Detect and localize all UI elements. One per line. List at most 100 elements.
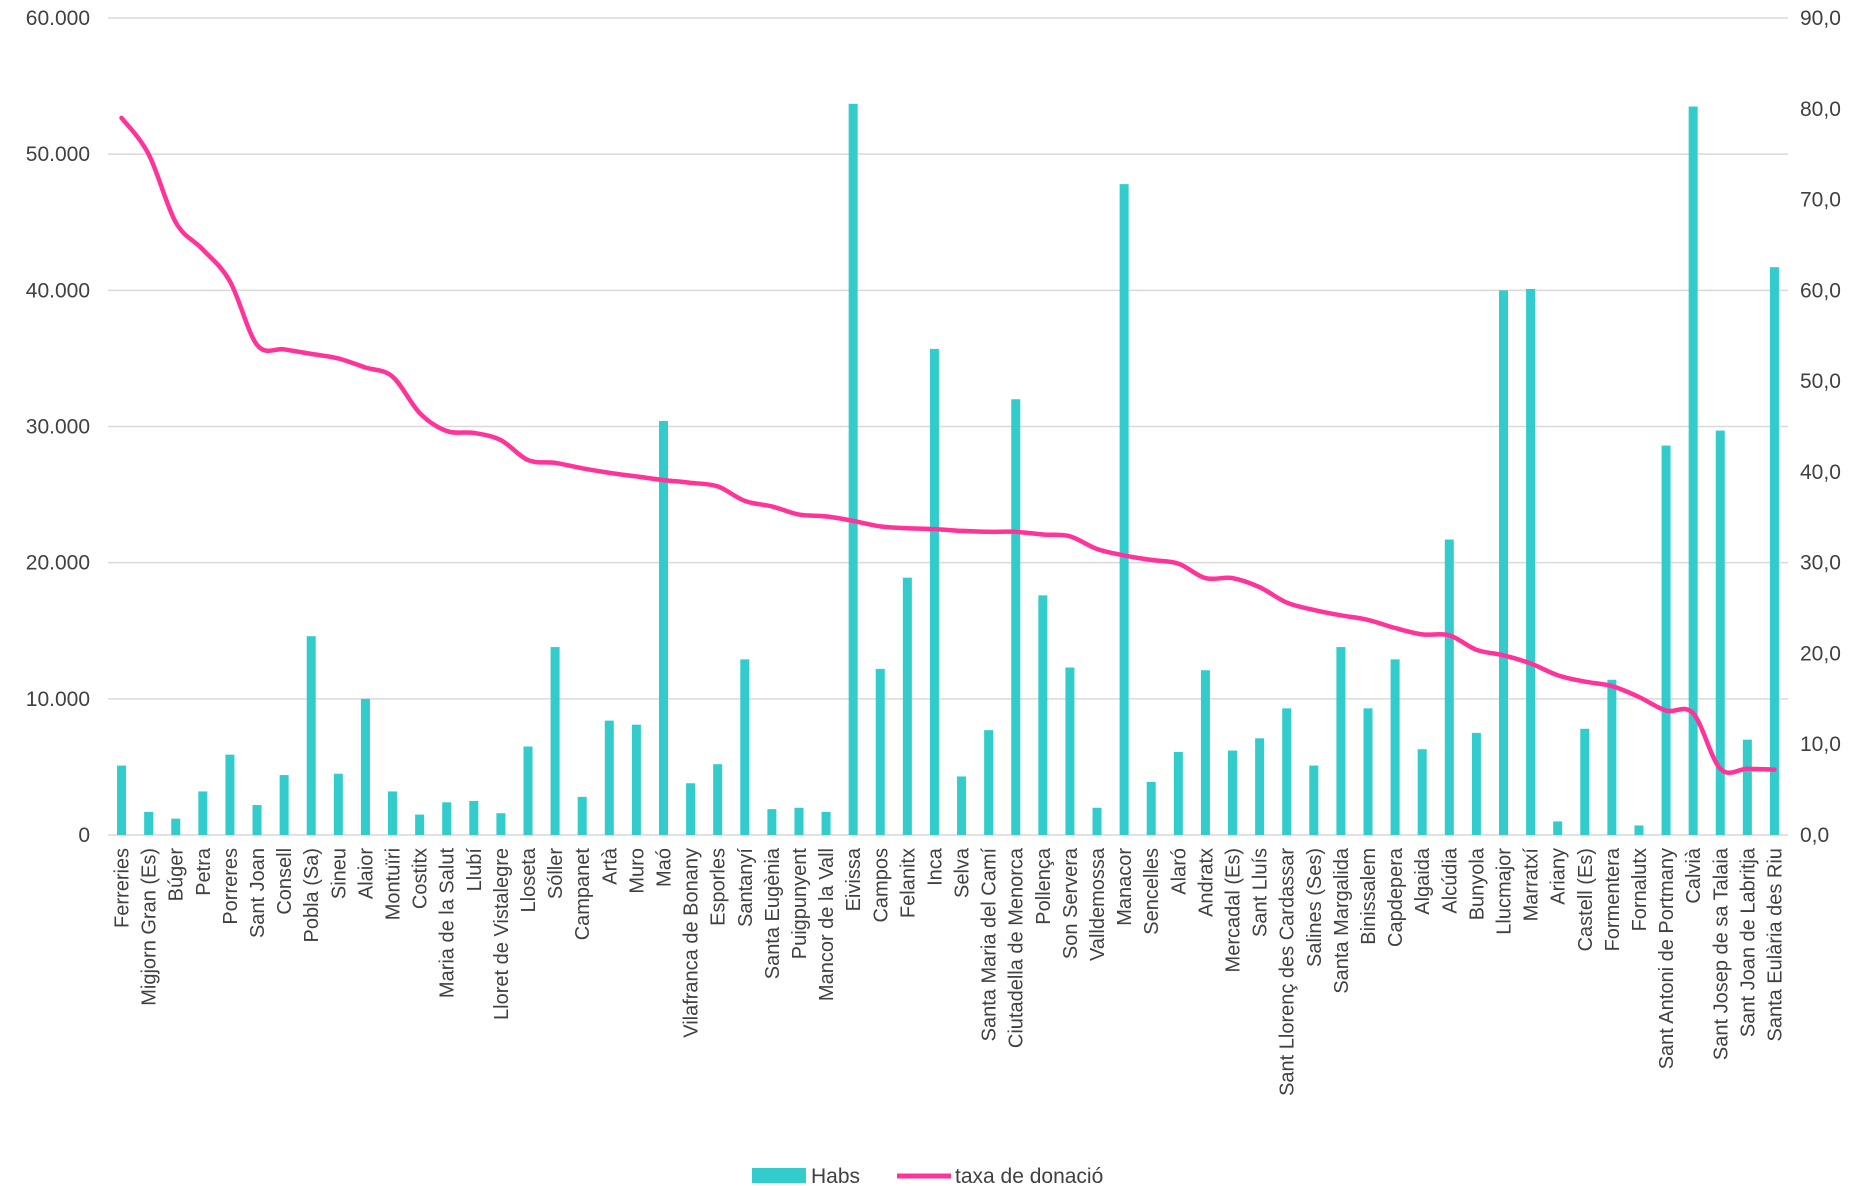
category-label: Sant Lluís	[1250, 848, 1272, 937]
y2-tick-label: 40,0	[1800, 461, 1841, 484]
bar	[1228, 750, 1238, 835]
category-label: Eivissa	[843, 847, 865, 911]
bar	[1580, 728, 1590, 835]
bar	[902, 577, 912, 835]
bar	[1282, 708, 1292, 835]
bar	[740, 659, 750, 835]
bar	[848, 103, 858, 835]
category-label: Calvià	[1683, 847, 1705, 903]
bar	[117, 765, 127, 835]
category-label: Formentera	[1602, 847, 1624, 951]
bar	[929, 348, 939, 835]
category-label: Alaior	[355, 848, 377, 899]
category-label: Mancor de la Vall	[816, 848, 838, 1001]
bar	[1038, 595, 1048, 835]
category-label: Salines (Ses)	[1304, 848, 1326, 967]
bar	[1498, 290, 1508, 835]
y2-tick-label: 80,0	[1800, 98, 1841, 121]
category-label: Pobla (Sa)	[301, 848, 323, 943]
bar	[225, 754, 235, 835]
bar	[1607, 679, 1617, 835]
y-tick-label: 0	[78, 824, 90, 847]
category-label: Binissalem	[1358, 848, 1380, 945]
category-label: Alcúdia	[1439, 847, 1461, 913]
bar	[442, 802, 452, 835]
category-label: Santa Maria del Camí	[979, 848, 1001, 1042]
bar	[1715, 430, 1725, 835]
bar	[1146, 781, 1156, 835]
category-label: Felanitx	[897, 848, 919, 918]
category-label: Alaró	[1168, 848, 1190, 895]
y2-tick-label: 50,0	[1800, 370, 1841, 393]
category-label: Campos	[870, 848, 892, 922]
category-label: Llucmajor	[1494, 848, 1516, 935]
legend-label-bars: Habs	[811, 1165, 860, 1186]
legend-label-line: taxa de donació	[955, 1165, 1103, 1186]
bar	[1011, 399, 1021, 835]
category-label: Sant Joan de Labritja	[1737, 847, 1759, 1037]
bar	[1661, 445, 1671, 835]
category-label: Porreres	[220, 848, 242, 925]
y2-tick-label: 20,0	[1800, 642, 1841, 665]
category-label: Inca	[925, 847, 947, 886]
bar	[767, 809, 777, 835]
category-label: Manacor	[1114, 848, 1136, 926]
category-label: Lloret de Vistalegre	[491, 848, 513, 1020]
category-label: Ciutadella de Menorca	[1006, 847, 1028, 1048]
y-tick-label: 30.000	[26, 416, 90, 439]
bar	[550, 647, 560, 835]
bar	[1309, 765, 1319, 835]
bar	[1255, 738, 1265, 835]
bar	[875, 668, 885, 835]
category-label: Valldemossa	[1087, 847, 1109, 961]
y2-tick-label: 70,0	[1800, 189, 1841, 212]
category-label: Puigpunyent	[789, 848, 811, 960]
gridlines	[108, 17, 1788, 836]
category-label: Andratx	[1195, 848, 1217, 917]
bar	[1363, 708, 1373, 835]
category-label: Vilafranca de Bonany	[681, 848, 703, 1038]
category-label: Sencelles	[1141, 848, 1163, 935]
bar	[1173, 751, 1183, 835]
category-label: Fornalutx	[1629, 848, 1651, 931]
bar	[306, 636, 316, 835]
bar	[1336, 647, 1346, 835]
y2-tick-label: 0,0	[1800, 824, 1829, 847]
bar	[631, 724, 641, 835]
bar	[957, 776, 967, 835]
legend: Habs taxa de donació	[752, 1165, 1103, 1186]
bar	[1634, 825, 1644, 835]
bar	[658, 421, 668, 835]
category-label: Artà	[599, 847, 621, 885]
category-label: Muro	[626, 848, 648, 894]
category-label: Llubí	[464, 848, 486, 892]
series-line	[119, 115, 1777, 776]
category-label: Bunyola	[1466, 847, 1488, 920]
bar	[794, 807, 804, 835]
category-label: Campanet	[572, 848, 594, 941]
y2-tick-label: 90,0	[1800, 7, 1841, 30]
category-label: Petra	[193, 847, 215, 896]
category-label: Esporles	[708, 848, 730, 926]
bar	[577, 796, 587, 835]
category-label: Mercadal (Es)	[1223, 848, 1245, 972]
category-label: Capdepera	[1385, 847, 1407, 947]
category-label: Maó	[654, 848, 676, 887]
bar	[252, 805, 262, 835]
y2-tick-label: 60,0	[1800, 279, 1841, 302]
y-tick-label: 20.000	[26, 552, 90, 575]
category-label: Santa Eulària des Riu	[1765, 848, 1787, 1041]
category-label: Marratxí	[1521, 848, 1543, 922]
y-tick-label: 50.000	[26, 143, 90, 166]
y-tick-label: 40.000	[26, 279, 90, 302]
bar	[1769, 267, 1779, 835]
bar	[1092, 807, 1102, 835]
bar-series-habs	[117, 103, 1779, 836]
bar	[713, 764, 723, 835]
bar	[686, 783, 696, 835]
bar	[144, 811, 154, 835]
y-tick-label: 60.000	[26, 7, 90, 30]
category-label: Lloseta	[518, 847, 540, 912]
category-axis-labels: Ferreries Migjorn Gran (Es) Búger Petra Porr…	[112, 847, 1787, 1096]
